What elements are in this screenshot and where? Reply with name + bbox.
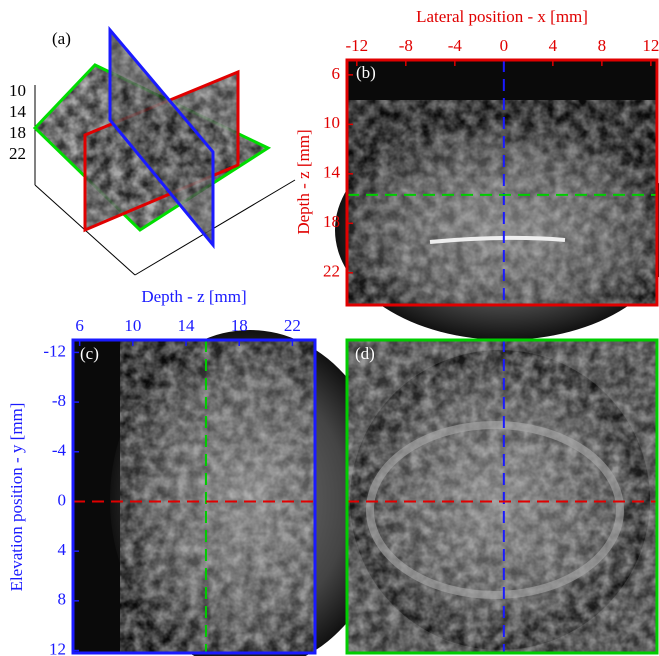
- image-d: [347, 340, 657, 653]
- y-tick-label: -4: [52, 441, 67, 460]
- y-tick-label: 4: [58, 540, 67, 559]
- z-tick-label: 14: [9, 102, 27, 121]
- panel-a: (a): [35, 29, 295, 275]
- panel-label: (b): [356, 63, 376, 82]
- panel-label: (d): [355, 344, 375, 363]
- x-tick-label: 4: [549, 36, 558, 55]
- y-tick-label: 14: [323, 163, 341, 182]
- image-b: [335, 60, 659, 340]
- y-tick-label: 10: [323, 113, 340, 132]
- x-tick-label: 0: [500, 36, 509, 55]
- x-tick-label: 12: [642, 36, 659, 55]
- y-tick-label: 8: [58, 590, 67, 609]
- z-tick-label: 18: [9, 123, 26, 142]
- x-tick-label: -12: [345, 36, 368, 55]
- y-tick-label: 12: [49, 639, 66, 656]
- z-tick-label: 10: [9, 81, 26, 100]
- x-tick-label: 8: [598, 36, 607, 55]
- x-tick-label: 18: [231, 316, 248, 335]
- x-tick-label: 14: [178, 316, 196, 335]
- y-tick-label: 6: [332, 64, 341, 83]
- y-tick-label: 22: [323, 262, 340, 281]
- x-tick-label: -8: [399, 36, 413, 55]
- z-tick-label: 22: [9, 144, 26, 163]
- y-tick-label: 0: [58, 490, 67, 509]
- x-tick-label: 10: [124, 316, 141, 335]
- figure: (a) Lateral position - x [mm] Depth - z …: [0, 0, 659, 656]
- x-axis-label: Depth - z [mm]: [141, 287, 246, 306]
- x-tick-label: -4: [448, 36, 463, 55]
- y-tick-label: 18: [323, 212, 340, 231]
- y-axis-label: Depth - z [mm]: [294, 129, 313, 234]
- x-tick-label: 6: [75, 316, 84, 335]
- panel-label: (a): [52, 29, 71, 48]
- image-c: [73, 330, 390, 656]
- panel-label: (c): [80, 344, 99, 363]
- y-tick-label: -8: [52, 391, 66, 410]
- y-tick-label: -12: [43, 341, 66, 360]
- y-axis-label: Elevation position - y [mm]: [7, 403, 26, 592]
- x-tick-label: 22: [284, 316, 301, 335]
- x-axis-label: Lateral position - x [mm]: [416, 7, 588, 26]
